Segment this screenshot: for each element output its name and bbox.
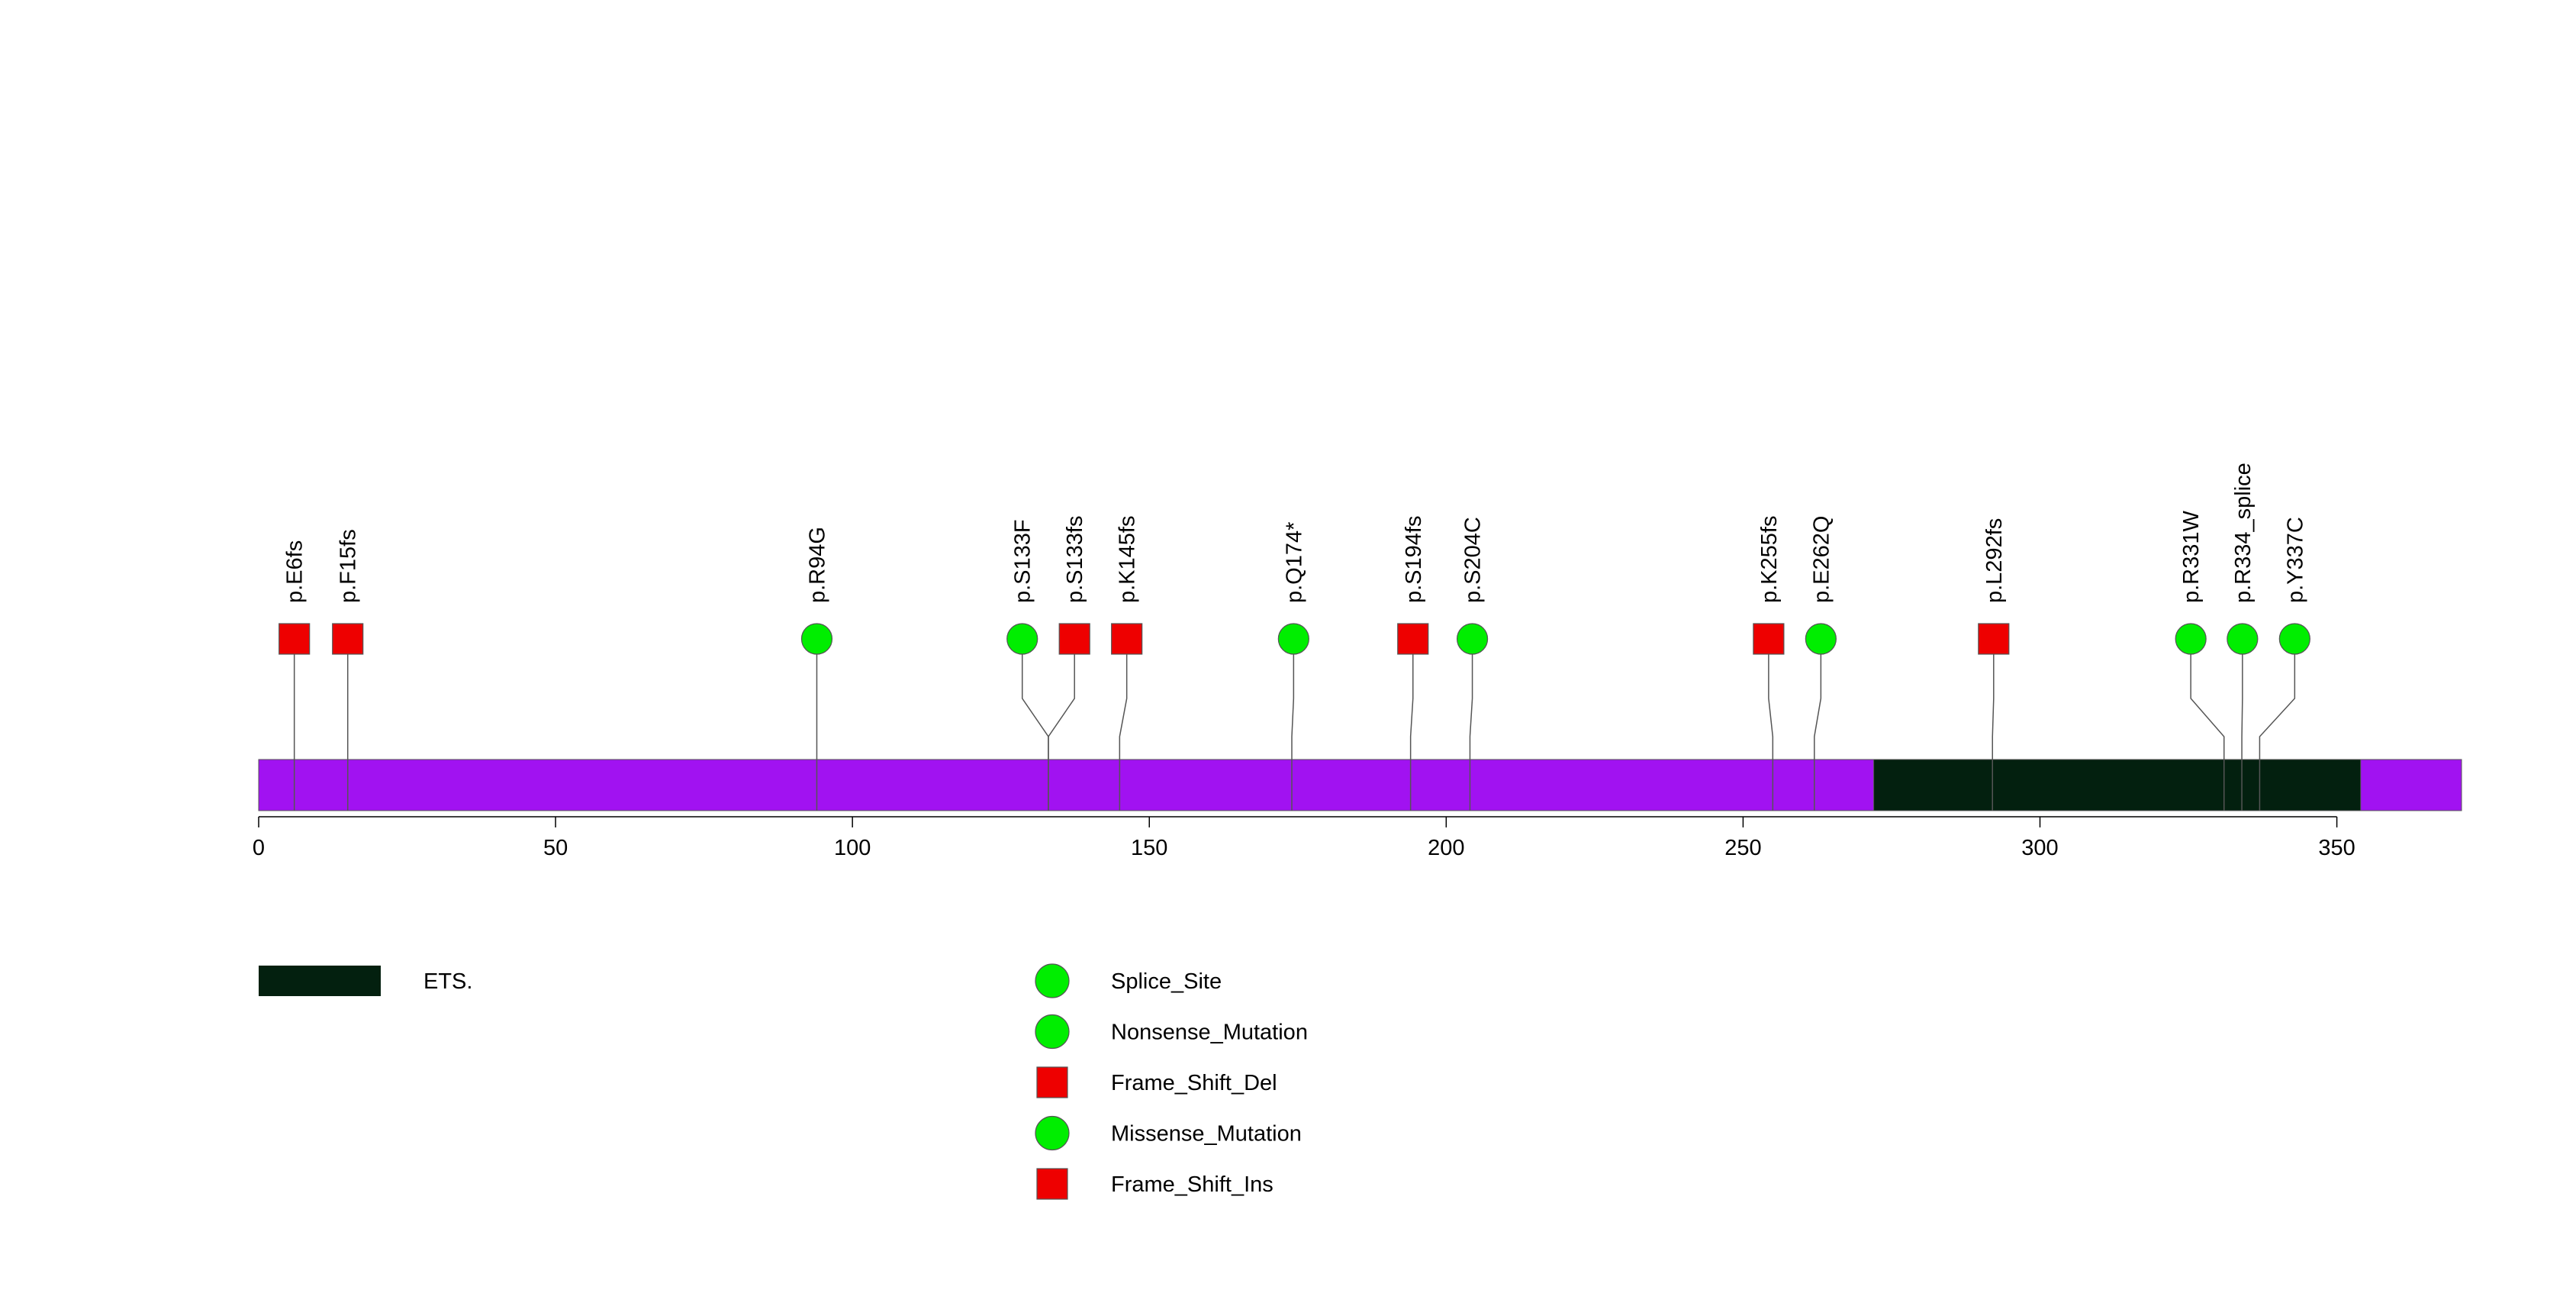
mutation-stem bbox=[1992, 639, 1995, 759]
x-axis: 0 50 100 150 200 250 300 350 bbox=[253, 816, 2355, 860]
domain-ets--block bbox=[1873, 759, 2362, 811]
mutation-label: p.S204C bbox=[1461, 517, 1486, 603]
protein-track bbox=[258, 759, 2462, 811]
mutation-label: p.S133fs bbox=[1063, 516, 1087, 603]
mutation-stem bbox=[1469, 639, 1473, 759]
mutation-square-marker bbox=[1978, 623, 2010, 655]
mutation-label: p.Y337C bbox=[2283, 517, 2307, 603]
legend-mutation-label: Frame_Shift_Del bbox=[1111, 1071, 1277, 1095]
mutation-label: p.R331W bbox=[2179, 510, 2204, 603]
legend-mutation-label: Nonsense_Mutation bbox=[1111, 1021, 1308, 1045]
mutation-stem bbox=[1291, 639, 1295, 759]
x-tick-label: 0 bbox=[253, 836, 265, 860]
mutation-square-marker bbox=[1058, 623, 1090, 655]
mutation-stems bbox=[293, 639, 2296, 811]
x-tick-label: 300 bbox=[2021, 836, 2058, 860]
mutation-label: p.S194fs bbox=[1402, 516, 1426, 603]
mutation-label: p.S133F bbox=[1011, 519, 1035, 603]
mutation-stem bbox=[2190, 639, 2225, 759]
mutation-stem bbox=[1119, 639, 1128, 759]
mutation-label: p.E6fs bbox=[283, 540, 308, 603]
mutation-stem bbox=[1048, 639, 1075, 759]
x-tick-label: 100 bbox=[834, 836, 871, 860]
mutation-stem bbox=[1021, 639, 1049, 759]
mutation-label: p.R94G bbox=[805, 527, 829, 603]
mutation-circle-marker bbox=[2278, 623, 2310, 655]
mutation-circle-marker bbox=[2175, 623, 2207, 655]
mutation-circle-marker bbox=[2227, 623, 2259, 655]
mutation-circle-marker bbox=[1456, 623, 1489, 655]
legend: ETS. Splice_Site Nonsense_Mutation Frame_Sh… bbox=[259, 963, 1308, 1200]
mutation-square-marker bbox=[1111, 623, 1143, 655]
legend-domain-swatch bbox=[259, 966, 381, 996]
mutation-label: p.F15fs bbox=[336, 529, 361, 603]
legend-circle-marker bbox=[1035, 1014, 1070, 1050]
legend-mutation-label: Missense_Mutation bbox=[1111, 1122, 1302, 1146]
mutation-circle-marker bbox=[1277, 623, 1309, 655]
mutation-stem bbox=[1814, 639, 1822, 759]
legend-square-marker bbox=[1036, 1168, 1068, 1200]
mutation-square-marker bbox=[1397, 623, 1429, 655]
mutation-labels: p.E6fs p.F15fs p.R94G p.S133F p.S133fs p.K145… bbox=[283, 463, 2308, 603]
legend-square-marker bbox=[1036, 1066, 1068, 1098]
mutation-stem bbox=[1409, 639, 1414, 759]
mutation-square-marker bbox=[332, 623, 364, 655]
mutation-stem bbox=[1768, 639, 1774, 759]
legend-domain-label: ETS. bbox=[423, 969, 472, 994]
mutation-circle-marker bbox=[800, 623, 833, 655]
legend-mutation-label: Frame_Shift_Ins bbox=[1111, 1172, 1274, 1197]
mutation-circle-marker bbox=[1006, 623, 1038, 655]
mutation-stem bbox=[2241, 639, 2243, 759]
mutation-label: p.K145fs bbox=[1116, 516, 1140, 603]
legend-mutation-label: Splice_Site bbox=[1111, 969, 1222, 994]
mutation-label: p.R334_splice bbox=[2231, 463, 2256, 603]
x-tick-label: 200 bbox=[1428, 836, 1464, 860]
x-tick-label: 250 bbox=[1724, 836, 1761, 860]
mutation-label: p.Q174* bbox=[1282, 522, 1306, 603]
mutation-square-marker bbox=[279, 623, 311, 655]
x-tick-label: 350 bbox=[2318, 836, 2355, 860]
legend-circle-marker bbox=[1035, 1115, 1070, 1151]
mutation-label: p.E262Q bbox=[1809, 516, 1834, 603]
mutation-circle-marker bbox=[1805, 623, 1837, 655]
mutation-stem bbox=[2259, 639, 2296, 759]
x-tick-label: 150 bbox=[1131, 836, 1167, 860]
legend-circle-marker bbox=[1035, 963, 1070, 998]
mutation-label: p.L292fs bbox=[1982, 518, 2007, 603]
mutation-markers bbox=[279, 623, 2310, 655]
mutation-label: p.K255fs bbox=[1757, 516, 1782, 603]
mutation-square-marker bbox=[1753, 623, 1785, 655]
x-tick-label: 50 bbox=[543, 836, 568, 860]
